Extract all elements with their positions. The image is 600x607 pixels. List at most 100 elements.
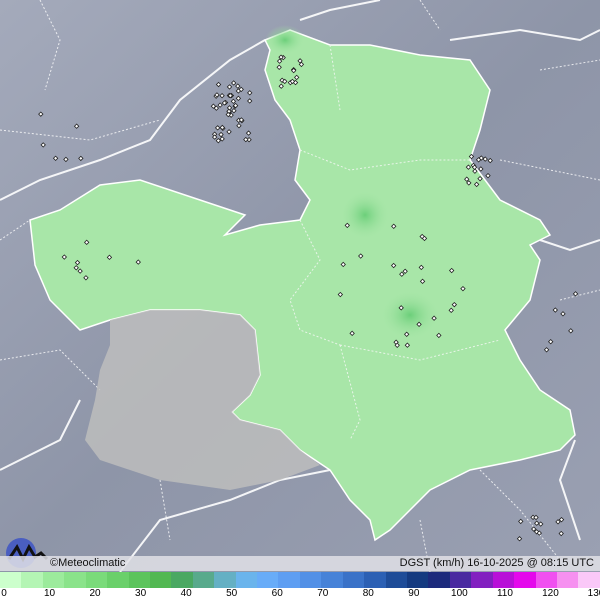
station-marker [276,58,283,64]
station-marker [246,137,252,143]
station-marker [238,117,245,123]
color-bin [42,572,65,588]
station-marker [543,347,550,353]
color-bin [64,572,86,588]
station-marker [404,331,410,337]
info-bar: ©Meteoclimatic DGST (km/h) 16-10-2025 @ … [0,556,600,571]
station-marker [516,536,523,542]
station-marker [464,176,470,182]
station-marker [238,86,244,93]
station-marker [227,92,234,99]
station-marker [448,267,455,274]
color-bin [149,572,172,588]
station-marker [293,74,300,81]
color-bin [428,572,450,588]
station-marker [448,307,454,314]
gust-maxima [265,25,440,340]
station-marker [73,123,80,129]
station-marker [391,223,397,229]
map-title: DGST (km/h) 16-10-2025 @ 08:15 UTC [399,557,594,569]
station-marker [213,105,220,111]
weather-stations [38,54,579,542]
station-marker [421,235,428,242]
station-marker [518,518,524,525]
station-marker [289,78,296,85]
color-bin [407,572,429,588]
station-marker [487,157,493,164]
station-marker [460,285,466,292]
color-bin [556,572,579,588]
station-marker [533,514,539,521]
station-marker [235,83,241,89]
station-marker [538,521,544,527]
station-marker [226,105,233,111]
station-marker [243,136,249,143]
color-bin [214,572,236,588]
station-marker [451,301,458,308]
station-marker [418,264,424,271]
station-marker [232,102,239,109]
tick-label: 60 [271,588,283,599]
station-marker [404,342,411,348]
station-marker [247,90,253,96]
station-marker [358,253,364,259]
station-marker [78,155,84,162]
station-marker [482,156,488,162]
station-marker [478,166,484,172]
country-borders [0,0,600,572]
tick-label: 110 [496,588,513,599]
station-marker [63,156,69,163]
station-marker [221,100,228,106]
station-marker [278,83,284,89]
station-marker [214,125,221,131]
station-marker [399,271,405,277]
station-marker [390,262,397,269]
station-marker [210,103,217,109]
station-marker [402,268,408,274]
color-bin [578,572,600,588]
station-marker [536,530,542,536]
color-bin [342,572,365,588]
color-bin [514,572,536,588]
tick-label: 20 [89,588,101,599]
color-bin [321,572,343,588]
station-marker [217,102,223,108]
station-marker [282,78,288,85]
station-marker [558,530,564,537]
station-marker [230,98,237,105]
tick-label: 100 [451,588,468,599]
station-marker [226,129,232,135]
color-bin [107,572,129,588]
station-marker [74,259,81,266]
station-marker [344,222,350,229]
color-bin [192,572,215,588]
station-marker [485,172,491,179]
tick-label: 120 [542,588,559,599]
color-scale-legend: 0 10 20 30 40 50 60 70 80 90 100 110 120 130 [0,572,600,607]
station-marker [214,92,220,98]
station-marker [472,168,478,174]
station-marker [555,519,561,525]
station-marker [219,93,225,99]
station-marker [245,130,252,136]
color-bin [535,572,557,588]
station-marker [247,98,253,104]
station-marker [83,275,89,281]
station-marker [236,123,242,129]
station-marker [337,291,344,298]
color-bin [235,572,258,588]
station-marker [291,67,297,74]
station-marker [465,164,472,170]
station-marker [226,108,232,114]
station-marker [77,268,83,274]
station-marker [226,84,233,90]
color-bar [0,572,600,588]
station-marker [558,516,565,523]
station-marker [534,520,540,526]
station-marker [473,181,480,188]
station-marker [106,254,113,261]
station-marker [475,157,482,163]
station-marker [219,136,225,142]
color-bin [171,572,193,588]
color-bin [299,572,322,588]
